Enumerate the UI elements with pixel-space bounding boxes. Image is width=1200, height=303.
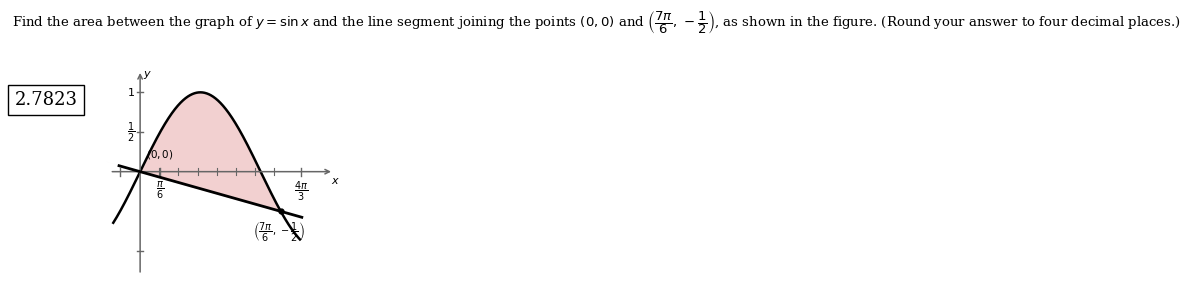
Text: $\dfrac{4\pi}{3}$: $\dfrac{4\pi}{3}$ [294,180,308,203]
Text: $x$: $x$ [330,176,340,186]
Text: $\left(\dfrac{7\pi}{6},\, -\dfrac{1}{2}\right)$: $\left(\dfrac{7\pi}{6},\, -\dfrac{1}{2}\… [253,221,305,244]
Text: 2.7823: 2.7823 [14,91,78,109]
Text: Find the area between the graph of $y = \sin x$ and the line segment joining the: Find the area between the graph of $y = … [12,9,1181,36]
Text: $(0, 0)$: $(0, 0)$ [146,148,174,161]
Text: $1$: $1$ [127,86,134,98]
Text: $\dfrac{1}{2}$: $\dfrac{1}{2}$ [126,121,134,144]
Text: $\dfrac{\pi}{6}$: $\dfrac{\pi}{6}$ [156,180,164,201]
Text: $y$: $y$ [143,68,151,81]
